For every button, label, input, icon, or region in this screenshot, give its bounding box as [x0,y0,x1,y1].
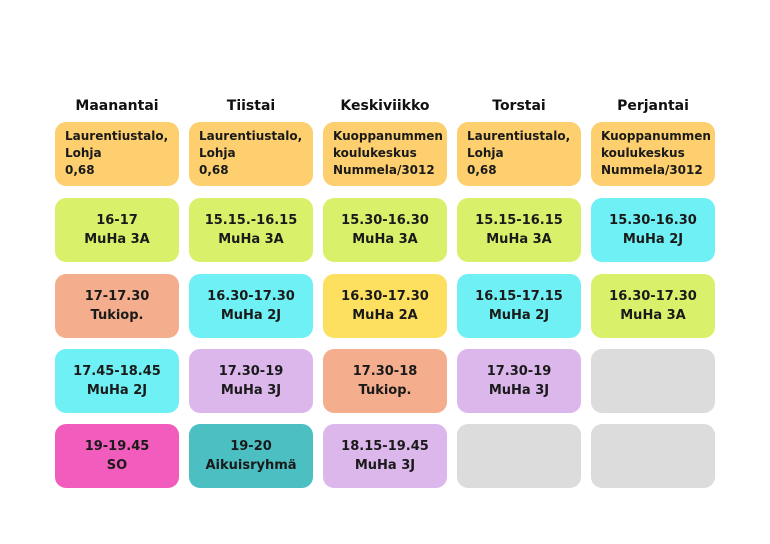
location-line: Laurentiustalo, [467,129,571,143]
schedule-slot: 16-17 MuHa 3A [55,198,179,262]
slot-time: 16.30-17.30 [609,289,697,304]
slot-time: 15.30-16.30 [609,213,697,228]
location-line: Lohja [467,146,504,160]
day-header-keskiviikko: Keskiviikko [340,98,430,114]
schedule-slot: 17.30-19 MuHa 3J [189,349,313,413]
slot-time: 19-19.45 [84,439,150,454]
slot-group: MuHa 3J [220,383,282,398]
slot-group: MuHa 3A [486,232,552,247]
slot-group: MuHa 3A [352,232,418,247]
location-line: Nummela/3012 [601,163,703,177]
schedule-slot: 15.15.-16.15 MuHa 3A [189,198,313,262]
empty-slot [591,349,715,413]
schedule-slot: 16.30-17.30 MuHa 3A [591,274,715,338]
location-line: Nummela/3012 [333,163,435,177]
slot-time: 17.30-19 [486,364,552,379]
slot-time: 15.15.-16.15 [204,213,298,228]
location-line: 0,68 [65,163,95,177]
location-card: Laurentiustalo, Lohja 0,68 [457,122,581,186]
empty-slot [457,424,581,488]
empty-slot [591,424,715,488]
schedule-slot: 15.30-16.30 MuHa 3A [323,198,447,262]
schedule-slot: 17.45-18.45 MuHa 2J [55,349,179,413]
slot-time: 17.45-18.45 [73,364,161,379]
slot-time: 17.30-19 [218,364,284,379]
location-line: Kuoppanummen [333,129,443,143]
schedule-slot: 16.30-17.30 MuHa 2A [323,274,447,338]
slot-group: MuHa 2J [622,232,684,247]
day-header-tiistai: Tiistai [226,98,276,114]
schedule-slot: 17.30-18 Tukiop. [323,349,447,413]
schedule-slot: 17.30-19 MuHa 3J [457,349,581,413]
slot-group: MuHa 2J [86,383,148,398]
location-line: 0,68 [199,163,229,177]
slot-time: 16.30-17.30 [341,289,429,304]
location-line: koulukeskus [601,146,685,160]
slot-time: 17.30-18 [352,364,418,379]
slot-time: 17-17.30 [84,289,150,304]
location-line: Laurentiustalo, [65,129,169,143]
location-card: Laurentiustalo, Lohja 0,68 [189,122,313,186]
location-line: Laurentiustalo, [199,129,303,143]
schedule-slot: 19-20 Aikuisryhmä [189,424,313,488]
slot-time: 16.30-17.30 [207,289,295,304]
location-card: Laurentiustalo, Lohja 0,68 [55,122,179,186]
schedule-slot: 15.30-16.30 MuHa 2J [591,198,715,262]
slot-group: MuHa 3A [84,232,150,247]
location-card: Kuoppanummen koulukeskus Nummela/3012 [323,122,447,186]
location-line: Lohja [65,146,102,160]
location-line: 0,68 [467,163,497,177]
slot-time: 18.15-19.45 [341,439,429,454]
day-header-torstai: Torstai [492,98,546,114]
day-header-perjantai: Perjantai [617,98,689,114]
slot-group: MuHa 3J [354,458,416,473]
slot-time: 15.15-16.15 [475,213,563,228]
location-card: Kuoppanummen koulukeskus Nummela/3012 [591,122,715,186]
slot-group: MuHa 3J [488,383,550,398]
day-header-maanantai: Maanantai [75,98,159,114]
slot-group: MuHa 2A [352,308,418,323]
location-line: koulukeskus [333,146,417,160]
slot-time: 16.15-17.15 [475,289,563,304]
schedule-slot: 18.15-19.45 MuHa 3J [323,424,447,488]
schedule-slot: 16.30-17.30 MuHa 2J [189,274,313,338]
slot-time: 15.30-16.30 [341,213,429,228]
slot-group: SO [106,458,128,473]
schedule-slot: 19-19.45 SO [55,424,179,488]
slot-group: Tukiop. [358,383,412,398]
location-line: Lohja [199,146,236,160]
slot-group: Tukiop. [90,308,144,323]
slot-group: Aikuisryhmä [205,458,297,473]
slot-group: MuHa 3A [218,232,284,247]
schedule-slot: 16.15-17.15 MuHa 2J [457,274,581,338]
slot-group: MuHa 2J [488,308,550,323]
location-line: Kuoppanummen [601,129,711,143]
schedule-slot: 15.15-16.15 MuHa 3A [457,198,581,262]
slot-time: 16-17 [96,213,138,228]
slot-group: MuHa 3A [620,308,686,323]
slot-time: 19-20 [230,439,272,454]
schedule-slot: 17-17.30 Tukiop. [55,274,179,338]
slot-group: MuHa 2J [220,308,282,323]
